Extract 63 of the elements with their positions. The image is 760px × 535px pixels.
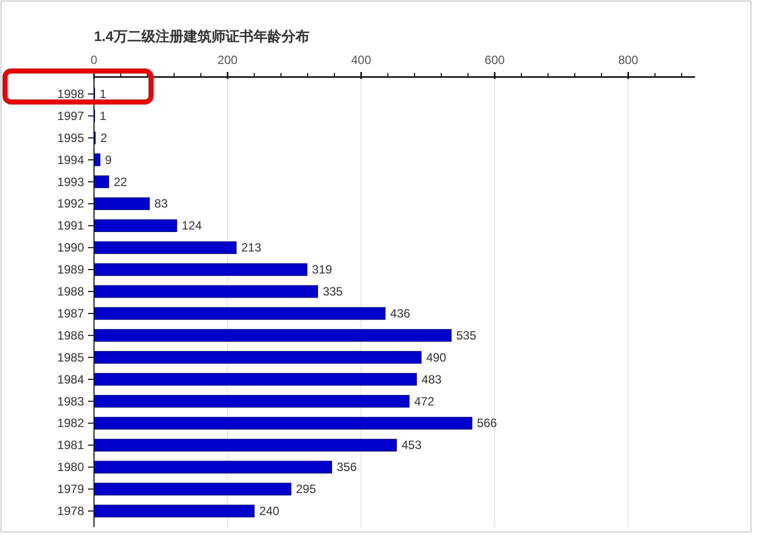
bar: [94, 329, 452, 342]
y-tick-label: 1980: [57, 460, 84, 474]
chart-title: 1.4万二级注册建筑师证书年龄分布: [94, 28, 310, 44]
y-tick-label: 1981: [57, 438, 84, 452]
bar: [94, 438, 397, 452]
bar: [94, 373, 417, 386]
bar: [94, 263, 308, 276]
bar: [94, 175, 109, 188]
bar: [94, 197, 150, 210]
y-tick-label: 1993: [57, 174, 84, 189]
data-label: 2: [100, 130, 108, 145]
bar: [94, 285, 318, 298]
bar: [94, 307, 386, 320]
data-label: 566: [476, 416, 498, 430]
y-tick-label: 1979: [57, 482, 84, 496]
bar: [94, 394, 410, 408]
x-tick-label: 0: [90, 53, 98, 67]
y-tick-label: 1984: [57, 372, 84, 386]
y-tick-label: 1982: [57, 416, 84, 430]
data-label: 83: [154, 196, 168, 211]
data-label: 22: [114, 174, 128, 189]
bar: [94, 482, 292, 496]
data-label: 124: [182, 218, 202, 233]
y-tick-label: 1998: [57, 86, 84, 101]
bar: [94, 460, 332, 474]
y-tick-label: 1991: [57, 218, 84, 233]
data-label: 472: [414, 394, 435, 408]
data-label: 240: [259, 504, 280, 518]
data-label: 213: [241, 240, 262, 255]
data-label: 295: [296, 482, 316, 496]
data-label: 436: [390, 306, 410, 320]
bar: [94, 241, 237, 254]
y-tick-label: 1992: [57, 196, 84, 211]
y-tick-label: 1985: [57, 350, 84, 364]
data-label: 9: [105, 152, 112, 167]
y-tick-label: 1990: [57, 240, 84, 255]
y-tick-label: 1983: [57, 394, 84, 408]
x-tick-label: 400: [351, 53, 372, 67]
x-tick-label: 800: [618, 53, 639, 67]
data-label: 535: [456, 328, 477, 342]
bar: [94, 219, 178, 232]
data-label: 319: [312, 262, 332, 277]
data-label: 1: [100, 86, 107, 101]
y-tick-label: 1995: [57, 130, 84, 145]
data-label: 356: [336, 460, 358, 474]
data-label: 490: [426, 350, 447, 364]
y-tick-label: 1997: [57, 108, 84, 123]
bar: [94, 154, 100, 166]
y-tick-label: 1986: [57, 328, 84, 342]
data-label: 453: [402, 438, 422, 452]
y-tick-label: 1978: [57, 504, 84, 518]
data-label: 1: [100, 108, 107, 123]
y-tick-label: 1994: [57, 152, 84, 167]
data-label: 335: [322, 284, 344, 299]
data-label: 483: [422, 372, 442, 386]
y-tick-label: 1987: [57, 306, 84, 320]
x-tick-label: 600: [484, 53, 505, 67]
y-tick-label: 1988: [57, 284, 84, 299]
bar: [94, 416, 472, 430]
y-tick-label: 1989: [57, 262, 84, 277]
x-tick-label: 200: [218, 53, 238, 67]
bar: [94, 351, 422, 364]
bar: [94, 504, 255, 518]
